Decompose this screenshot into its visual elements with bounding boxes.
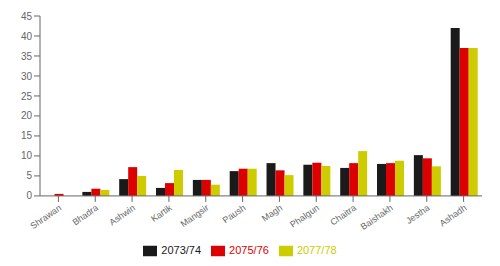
html-text:2077/78: 2077/78 <box>296 243 337 256</box>
svg-text:35: 35 <box>21 51 33 62</box>
svg-text:Baishakh: Baishakh <box>359 203 395 232</box>
svg-text:Paush: Paush <box>221 203 248 226</box>
svg-text:Jestha: Jestha <box>404 203 431 226</box>
svg-text:20: 20 <box>21 110 33 121</box>
svg-text:0: 0 <box>26 190 32 201</box>
svg-text:5: 5 <box>26 170 32 181</box>
svg-text:40: 40 <box>21 31 33 42</box>
svg-text:Chaitra: Chaitra <box>328 203 358 228</box>
html-text:2073/74: 2073/74 <box>161 243 202 256</box>
svg-text:Bhadra: Bhadra <box>71 203 101 228</box>
svg-text:Ashwin: Ashwin <box>107 203 137 228</box>
svg-text:Phalgun: Phalgun <box>288 203 321 230</box>
svg-text:Magh: Magh <box>260 203 284 224</box>
html-text:2075/76: 2075/76 <box>229 243 269 256</box>
svg-text:Ashadh: Ashadh <box>438 203 469 229</box>
svg-text:Kartik: Kartik <box>149 202 174 224</box>
svg-text:45: 45 <box>21 11 33 22</box>
svg-text:10: 10 <box>21 150 33 161</box>
svg-text:25: 25 <box>21 91 33 102</box>
svg-text:15: 15 <box>21 130 33 141</box>
svg-text:Shrawan: Shrawan <box>28 203 63 232</box>
svg-text:Mangsir: Mangsir <box>179 203 211 230</box>
svg-text:30: 30 <box>21 71 33 82</box>
